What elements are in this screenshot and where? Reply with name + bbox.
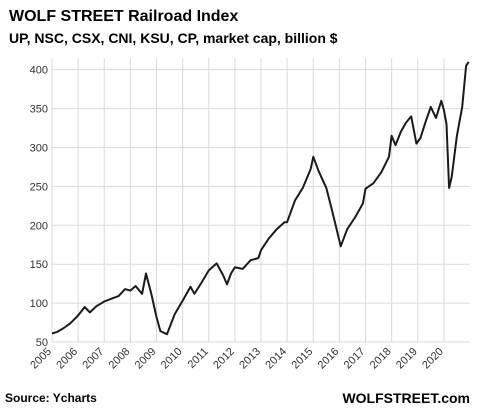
x-tick-label-2008: 2008 bbox=[107, 346, 133, 372]
x-tick-label-2014: 2014 bbox=[263, 346, 289, 372]
x-tick-label-2005: 2005 bbox=[28, 346, 54, 372]
y-tick-label-350: 350 bbox=[30, 104, 48, 116]
y-tick-label-200: 200 bbox=[30, 220, 48, 232]
brand-label: WOLFSTREET.com bbox=[342, 390, 470, 406]
series-line-0 bbox=[51, 61, 470, 336]
x-tick-label-2017: 2017 bbox=[342, 346, 368, 372]
x-tick-label-2019: 2019 bbox=[394, 346, 420, 372]
x-tick-label-2009: 2009 bbox=[133, 346, 159, 372]
chart-title: WOLF STREET Railroad Index bbox=[9, 8, 238, 25]
x-tick-label-2011: 2011 bbox=[186, 346, 211, 371]
series-group bbox=[51, 61, 470, 336]
gridlines bbox=[51, 58, 470, 343]
y-tick-label-400: 400 bbox=[30, 65, 48, 77]
y-axis-ticks: 50 100 150 200 250 300 350 400 bbox=[30, 65, 48, 349]
x-tick-label-2010: 2010 bbox=[159, 346, 185, 372]
x-tick-label-2016: 2016 bbox=[316, 346, 342, 372]
y-tick-label-50: 50 bbox=[36, 337, 48, 349]
x-tick-label-2006: 2006 bbox=[54, 346, 80, 372]
x-tick-label-2012: 2012 bbox=[211, 346, 237, 372]
x-axis-ticks: 2005 2006 2007 2008 2009 2010 2011 2012 2013 2014… bbox=[28, 346, 446, 372]
source-note: Source: Ycharts bbox=[5, 391, 97, 405]
x-tick-label-2013: 2013 bbox=[237, 346, 263, 372]
x-tick-label-2015: 2015 bbox=[290, 346, 316, 372]
x-tick-label-2018: 2018 bbox=[368, 346, 394, 372]
x-tick-label-2007: 2007 bbox=[81, 346, 107, 372]
x-tick-label-2020: 2020 bbox=[420, 346, 446, 372]
y-tick-label-250: 250 bbox=[30, 181, 48, 193]
y-tick-label-300: 300 bbox=[30, 142, 48, 154]
y-tick-label-100: 100 bbox=[30, 298, 48, 310]
y-tick-label-150: 150 bbox=[30, 259, 48, 271]
chart-subtitle: UP, NSC, CSX, CNI, KSU, CP, market cap, … bbox=[9, 30, 338, 46]
